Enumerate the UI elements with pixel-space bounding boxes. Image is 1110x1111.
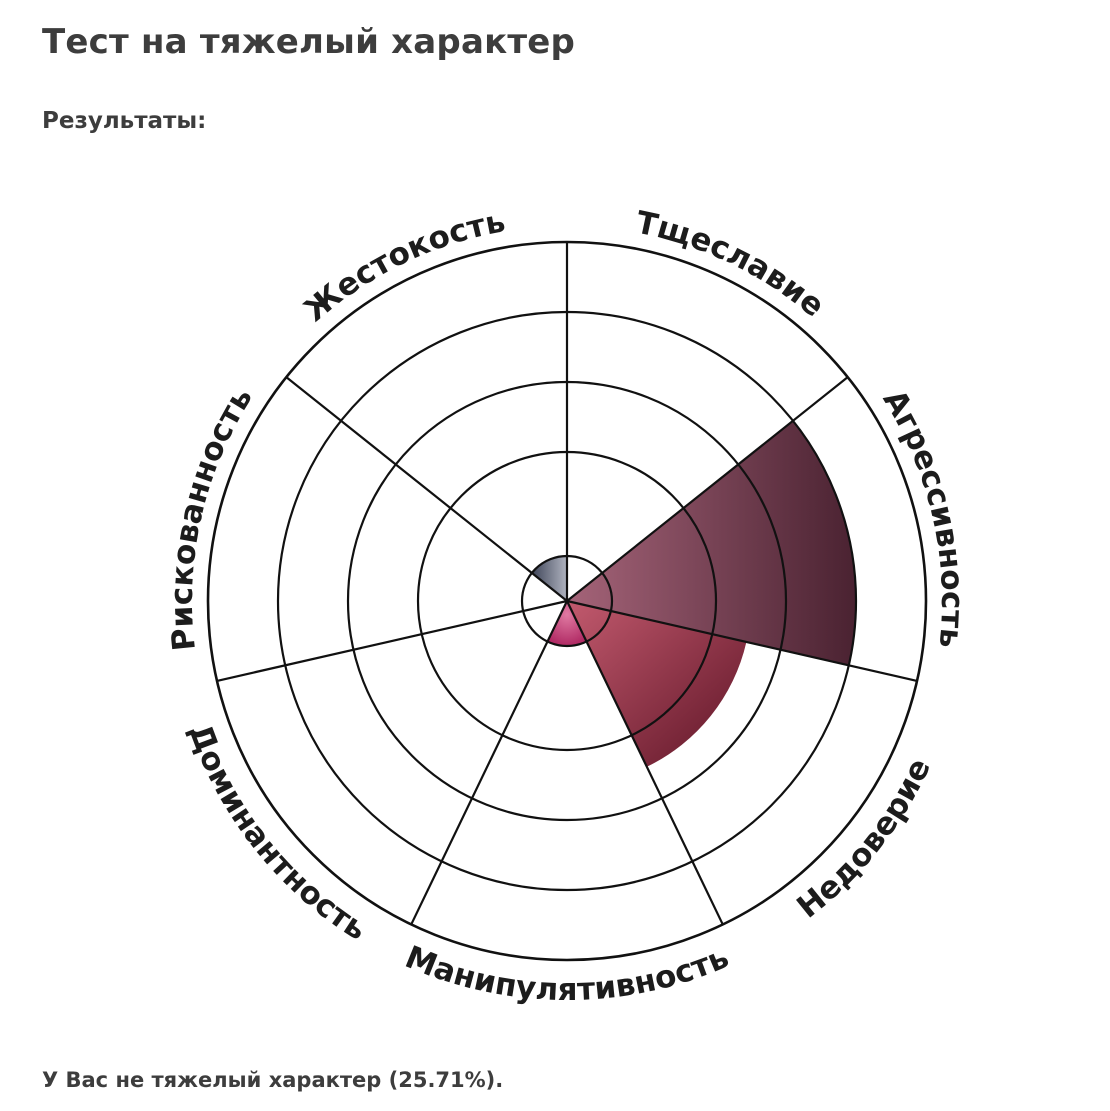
grid-layer: [206, 240, 928, 962]
spoke-3: [566, 599, 918, 682]
sector-aggressiveness: [567, 420, 856, 666]
spoke-2: [566, 376, 849, 602]
result-text: У Вас не тяжелый характер (25.71%).: [42, 1068, 504, 1092]
label-manipulativeness: Манипулятивность: [400, 939, 734, 1008]
polar-area-chart: Тщеславие Агрессивность Недоверие Манипулят…: [164, 203, 970, 1008]
label-aggressiveness: Агрессивность: [876, 384, 970, 650]
sector-cruelty: [531, 556, 567, 601]
label-vanity: Тщеславие: [633, 205, 831, 325]
label-dominance: Доминантность: [181, 719, 373, 948]
sector-manipulativeness: [547, 601, 587, 646]
sectors-layer: [531, 420, 856, 767]
sector-distrust: [567, 601, 747, 767]
label-cruelty: Жестокость: [297, 203, 508, 329]
spoke-6: [216, 599, 568, 682]
page-title: Тест на тяжелый характер: [42, 22, 576, 62]
spoke-5: [410, 600, 568, 925]
spoke-7: [285, 376, 568, 602]
label-riskiness: Рискованность: [164, 381, 260, 652]
results-heading: Результаты:: [42, 108, 207, 134]
label-distrust: Недоверие: [790, 753, 938, 926]
spoke-4: [566, 600, 724, 925]
